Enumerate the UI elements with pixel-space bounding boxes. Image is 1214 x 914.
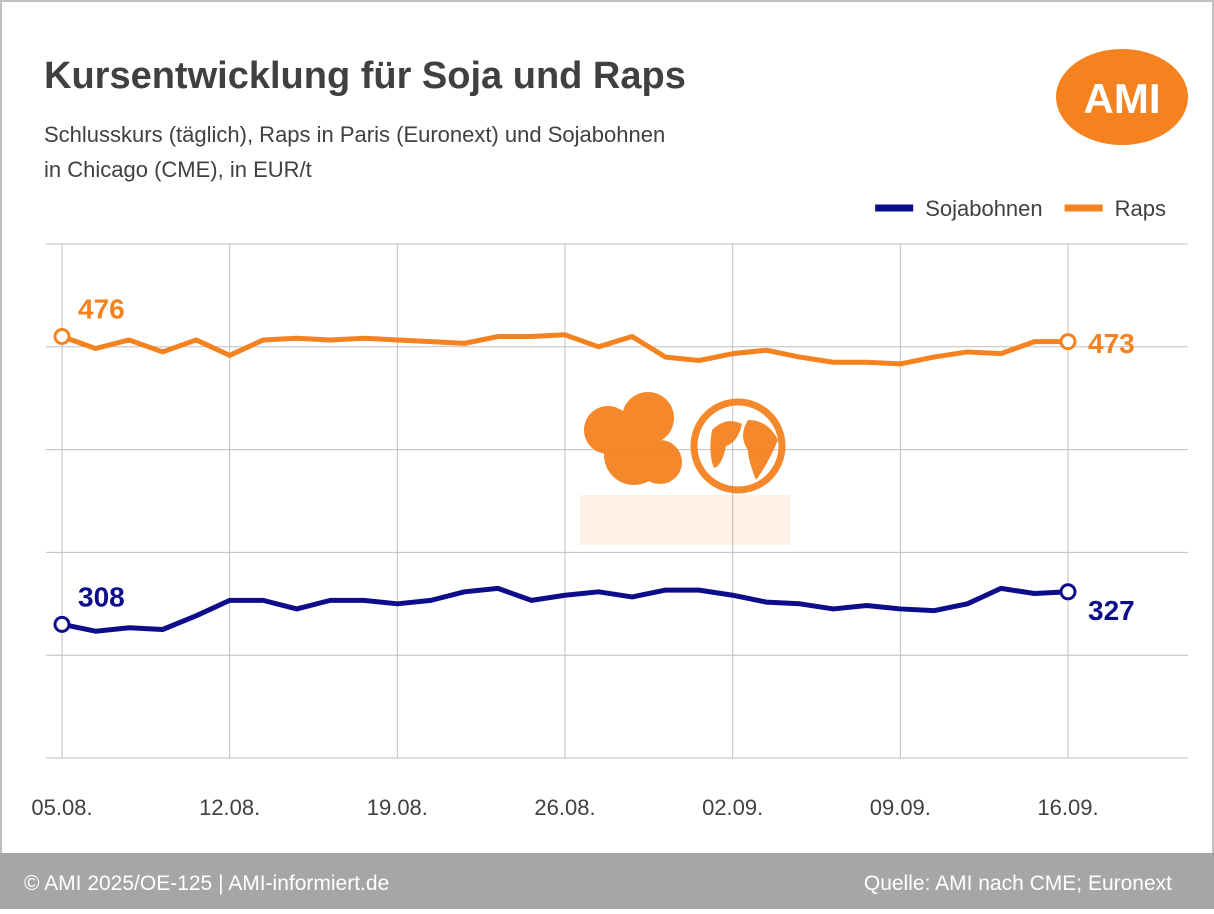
legend-label: Raps [1115,196,1166,221]
x-tick-label: 12.08. [199,795,260,820]
value-label: 308 [78,581,125,612]
end-marker [55,330,69,344]
x-tick-label: 05.08. [31,795,92,820]
subtitle: in Chicago (CME), in EUR/t [44,157,312,182]
footer-left: © AMI 2025/OE-125 | AMI-informiert.de [24,872,389,895]
x-tick-label: 16.09. [1037,795,1098,820]
chart-title: Kursentwicklung für Soja und Raps [44,55,686,97]
end-marker [55,617,69,631]
x-tick-label: 26.08. [534,795,595,820]
x-tick-label: 19.08. [367,795,428,820]
subtitle: Schlusskurs (täglich), Raps in Paris (Eu… [44,122,665,147]
value-label: 473 [1088,328,1135,359]
x-tick-label: 02.09. [702,795,763,820]
logo: AMI [1084,75,1161,122]
x-tick-label: 09.09. [870,795,931,820]
end-marker [1061,335,1075,349]
end-marker [1061,585,1075,599]
value-label: 476 [78,294,125,325]
chart: Kursentwicklung für Soja und Raps Schlus… [0,0,1214,909]
legend-label: Sojabohnen [925,196,1042,221]
value-label: 327 [1088,595,1135,626]
footer-right: Quelle: AMI nach CME; Euronext [864,872,1172,895]
